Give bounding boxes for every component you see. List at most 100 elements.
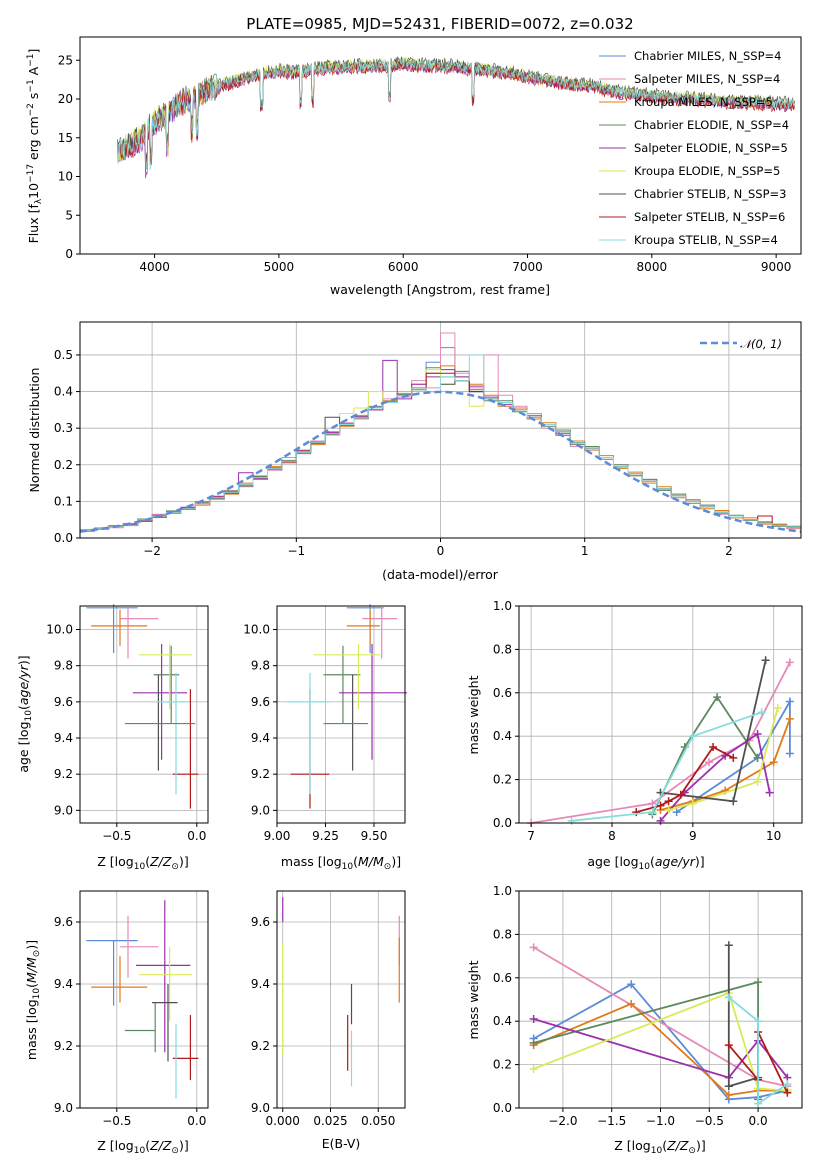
x-tick-label: −2	[143, 544, 161, 558]
weight-marker	[754, 978, 763, 987]
mass-weight-vs-age-xlabel: age [log10(age/yr)]	[587, 854, 704, 872]
y-tick-label: 9.4	[54, 731, 73, 745]
legend-entry: Chabrier ELODIE, N_SSP=4	[634, 118, 789, 132]
age-vs-z-ylabel: age [log10(age/yr)]	[16, 655, 34, 772]
mass-vs-ebv-panel: 0.000 0.025 0.050 9.0 9.2 9.4 9.6	[251, 890, 406, 1128]
weight-line-0	[676, 698, 791, 813]
y-tick-label: 9.0	[251, 803, 270, 817]
y-tick-label: 0.0	[54, 531, 73, 545]
y-tick-label: 0.8	[493, 642, 512, 656]
mass-vs-z-ylabel: mass [log10(M/M⊙)]	[24, 940, 42, 1060]
weight-marker	[753, 777, 762, 786]
y-tick-label: 0.3	[54, 421, 73, 435]
y-tick-label: 20	[58, 92, 73, 106]
mass-weight-vs-z-panel: −2.0 −1.5 −1.0 −0.5 0.0 0.0 0.2 0.4 0.6 0.8 1.0	[493, 884, 803, 1128]
y-tick-label: 10.0	[243, 623, 270, 637]
x-tick-label: 7000	[512, 260, 543, 274]
spectrum-title: PLATE=0985, MJD=52431, FIBERID=0072, z=0…	[246, 15, 633, 33]
spectrum-legend: Chabrier MILES, N_SSP=4 Salpeter MILES, N…	[599, 49, 789, 247]
mass-weight-vs-z-xlabel: Z [log10(Z/Z⊙)]	[614, 1138, 705, 1156]
y-tick-label: 0.8	[493, 927, 512, 941]
y-tick-label: 0.4	[493, 729, 512, 743]
x-tick-label: 7	[527, 829, 535, 843]
panel-frame	[79, 605, 209, 824]
y-tick-label: 9.4	[54, 977, 73, 991]
mass-weight-vs-age-ylabel: mass weight	[466, 675, 481, 754]
spectrum-ylabel: Flux [fλ10−17 erg cm−2 s−1 A−1]	[26, 49, 44, 244]
weight-marker	[705, 758, 714, 767]
spectrum-panel: PLATE=0985, MJD=52431, FIBERID=0072, z=0…	[26, 15, 802, 297]
weight-line-8	[571, 711, 762, 822]
residuals-legend: 𝒩(0, 1)	[700, 337, 782, 351]
residuals-xlabel: (data-model)/error	[382, 567, 499, 582]
weight-marker	[729, 797, 738, 806]
age-vs-z-xlabel: Z [log10(Z/Z⊙)]	[97, 854, 188, 872]
weight-marker	[672, 808, 681, 817]
x-tick-label: −1.5	[597, 1114, 626, 1128]
spectrum-plot-area	[117, 56, 795, 179]
panel-frame	[79, 890, 209, 1109]
legend-entry: Salpeter MILES, N_SSP=4	[634, 72, 780, 86]
age-vs-mass-panel: 9.00 9.25 9.50 9.0 9.2 9.4 9.6 9.8 10.0	[243, 604, 407, 843]
weight-marker	[753, 753, 762, 762]
weight-marker	[724, 993, 733, 1002]
age-vs-z-panel: −0.5 0.0 9.0 9.2 9.4 9.6 9.8 10.0	[46, 604, 209, 843]
weight-marker	[529, 1038, 538, 1047]
spectrum-line-8	[117, 58, 795, 170]
weight-marker	[785, 749, 794, 758]
normal-legend-label: 𝒩(0, 1)	[740, 337, 782, 351]
weight-marker	[664, 797, 673, 806]
weight-line-8	[728, 996, 788, 1106]
x-tick-label: −0.5	[102, 1114, 131, 1128]
legend-entry: Kroupa MILES, N_SSP=5	[634, 95, 773, 109]
y-tick-label: 9.6	[54, 915, 73, 929]
panel-frame	[276, 890, 406, 1109]
residuals-panel: −2 −1 0 1 2 0.0 0.1 0.2 0.3 0.4 0.5 (data-model)/e…	[27, 321, 802, 582]
weight-marker	[648, 808, 657, 817]
x-tick-label: 10	[766, 829, 781, 843]
y-tick-label: 9.0	[54, 1101, 73, 1115]
weight-marker	[765, 788, 774, 797]
y-tick-label: 10	[58, 170, 73, 184]
weight-marker	[783, 1080, 792, 1089]
y-tick-label: 9.0	[251, 1101, 270, 1115]
weight-marker	[785, 714, 794, 723]
weight-marker	[754, 1017, 763, 1026]
x-tick-label: 5000	[264, 260, 295, 274]
mass-vs-z-xlabel: Z [log10(Z/Z⊙)]	[97, 1138, 188, 1156]
y-tick-label: 9.0	[54, 803, 73, 817]
weight-marker	[627, 999, 636, 1008]
x-tick-label: 0	[437, 544, 445, 558]
weight-marker	[529, 943, 538, 952]
y-tick-label: 9.2	[251, 1039, 270, 1053]
residuals-axes: −2 −1 0 1 2 0.0 0.1 0.2 0.3 0.4 0.5	[54, 348, 733, 558]
weight-line-4	[533, 1018, 789, 1079]
residuals-plot-area	[79, 322, 802, 539]
weight-marker	[785, 697, 794, 706]
y-tick-label: 10.0	[46, 623, 73, 637]
y-tick-label: 0.6	[493, 971, 512, 985]
legend-entry: Chabrier STELIB, N_SSP=3	[634, 187, 786, 201]
spectrum-xlabel: wavelength [Angstrom, rest frame]	[330, 282, 550, 297]
legend-entry: Kroupa STELIB, N_SSP=4	[634, 233, 778, 247]
x-tick-label: 0.0	[187, 1114, 206, 1128]
y-tick-label: 15	[58, 131, 73, 145]
legend-entry: Salpeter STELIB, N_SSP=6	[634, 210, 785, 224]
weight-marker	[724, 1041, 733, 1050]
panel-frame	[276, 605, 406, 824]
weight-line-7	[635, 745, 734, 813]
weight-marker	[761, 656, 770, 665]
y-tick-label: 0	[65, 247, 73, 261]
x-tick-label: 0.025	[313, 1114, 347, 1128]
x-tick-label: −1.0	[646, 1114, 675, 1128]
weight-marker	[754, 1099, 763, 1108]
weight-marker	[567, 816, 576, 825]
x-tick-label: 2	[725, 544, 733, 558]
x-tick-label: 9.25	[312, 829, 339, 843]
y-tick-label: 9.6	[251, 915, 270, 929]
weight-marker	[676, 790, 685, 799]
weight-marker	[773, 703, 782, 712]
y-tick-label: 9.6	[251, 695, 270, 709]
y-tick-label: 9.8	[251, 659, 270, 673]
